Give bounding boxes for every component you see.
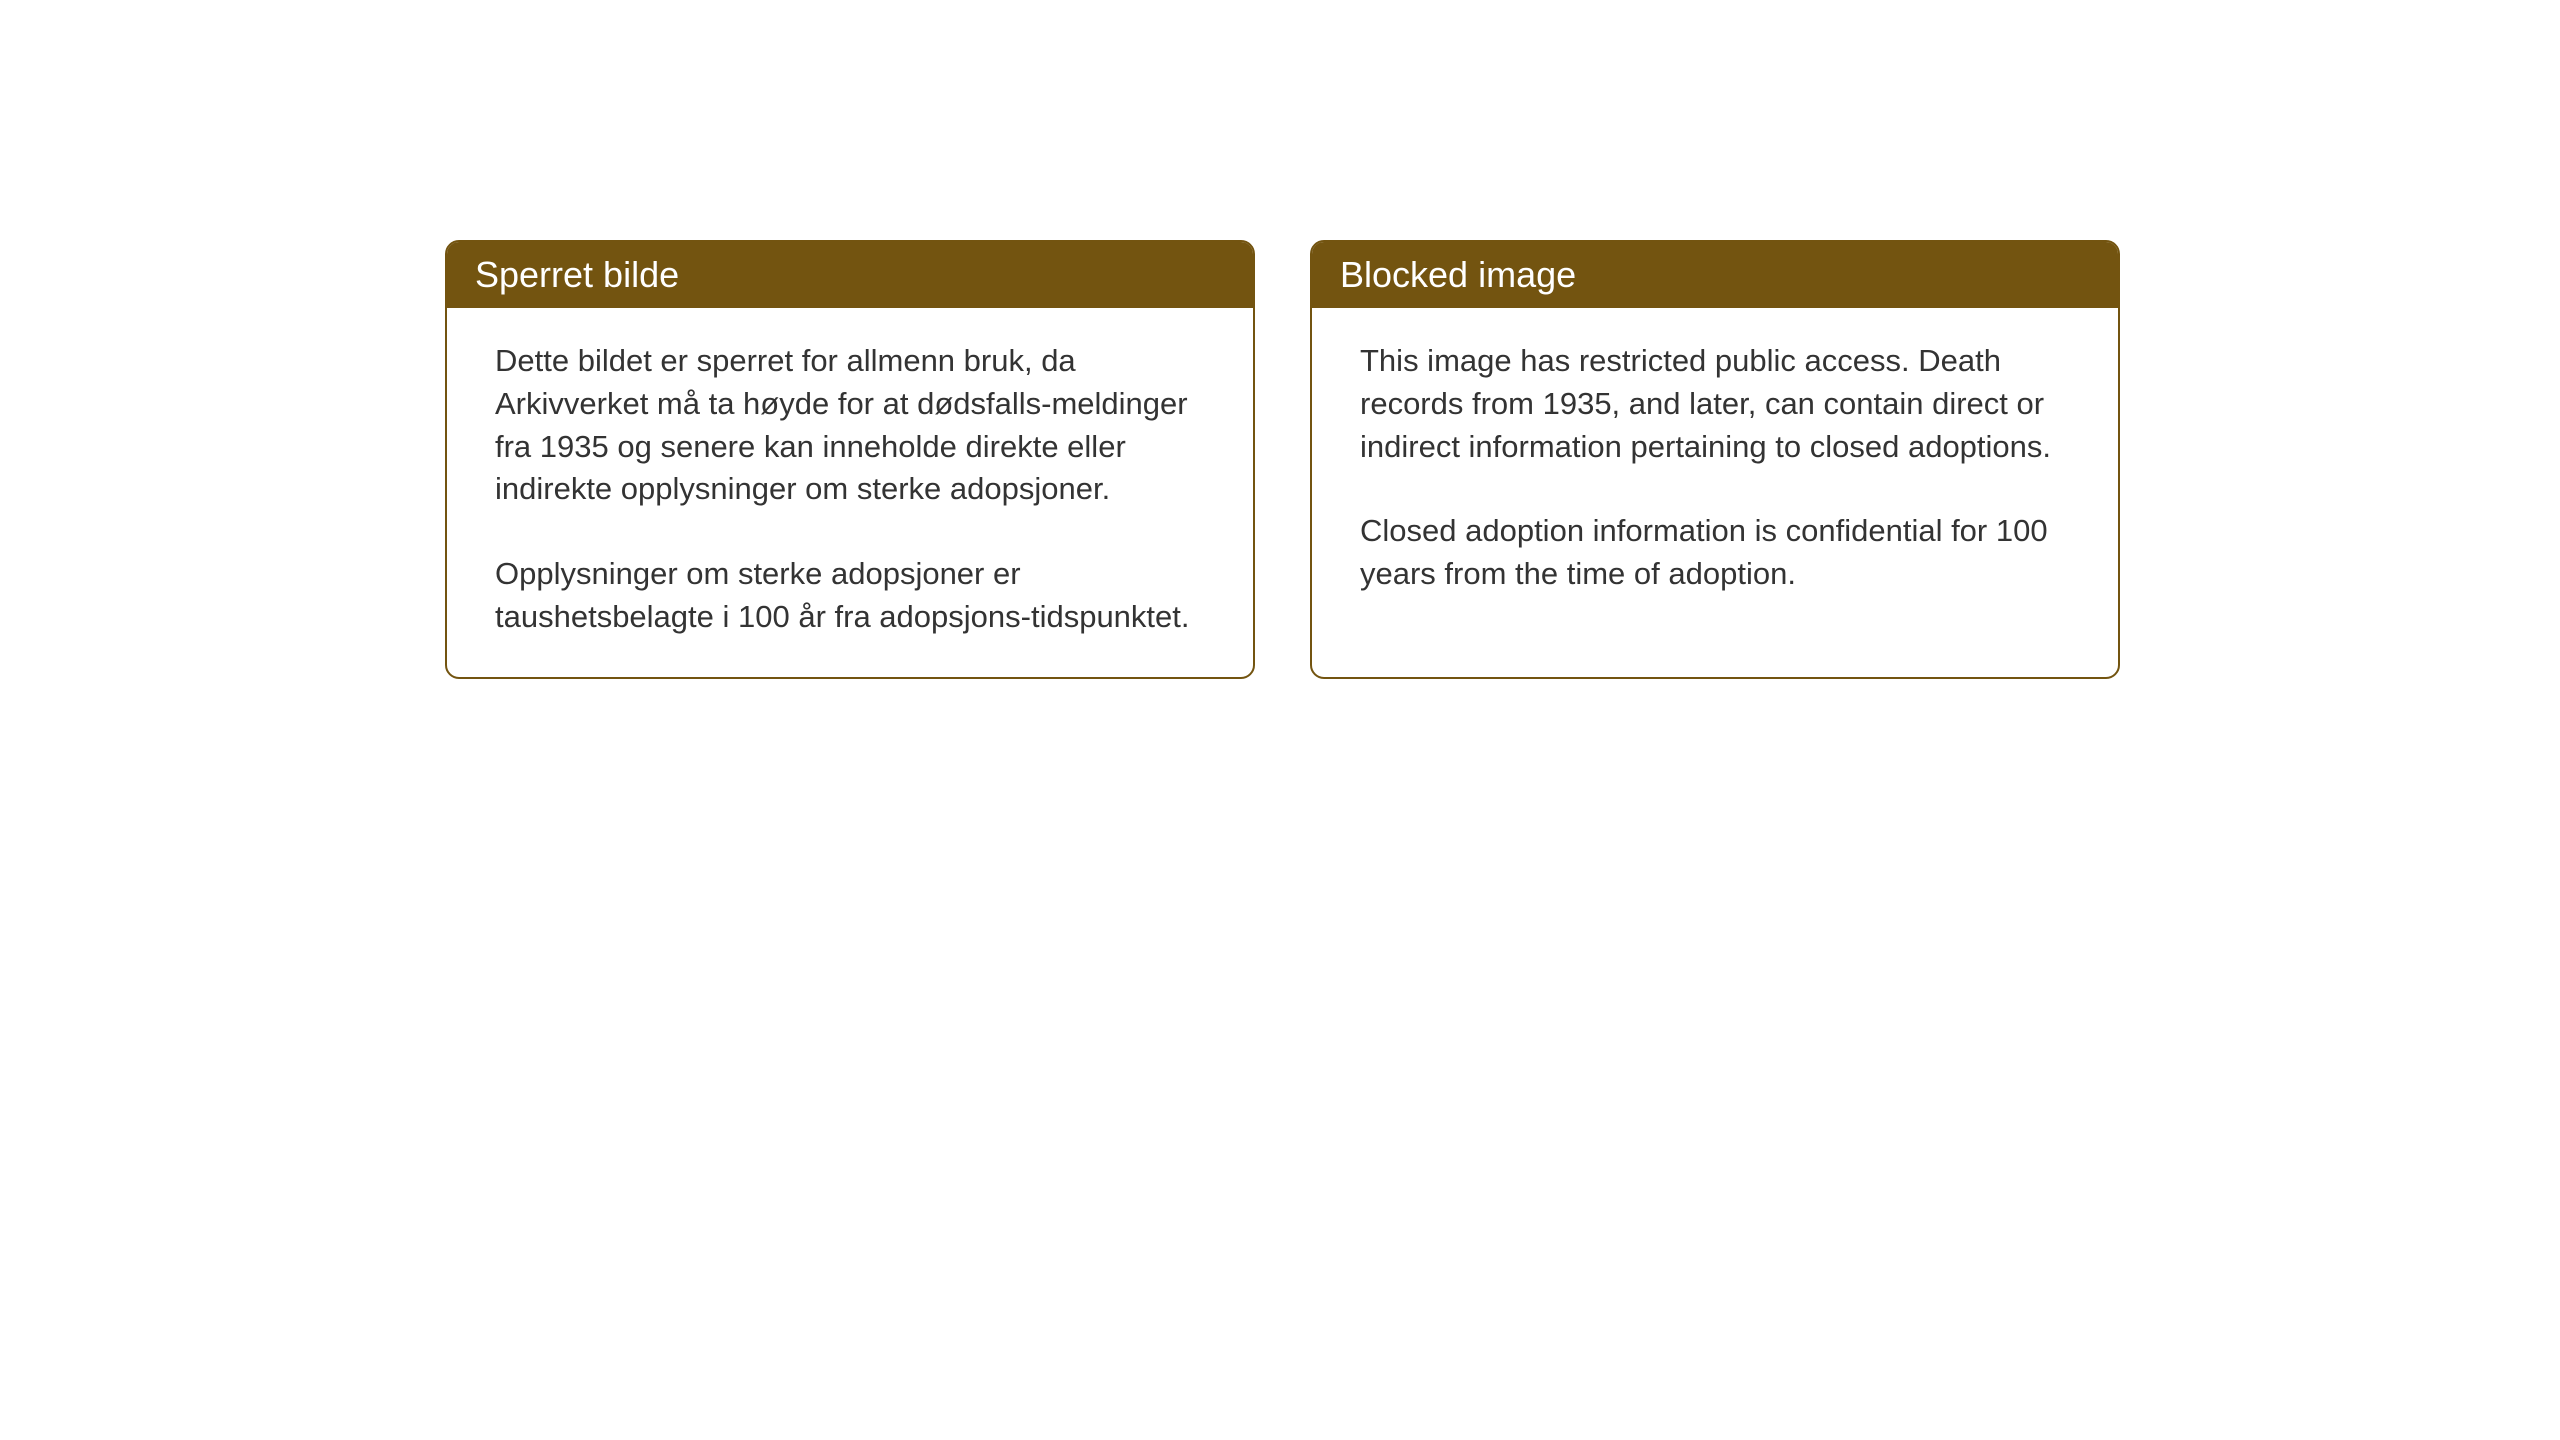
card-paragraph-1-norwegian: Dette bildet er sperret for allmenn bruk…: [495, 340, 1205, 511]
card-paragraph-1-english: This image has restricted public access.…: [1360, 340, 2070, 468]
card-norwegian: Sperret bilde Dette bildet er sperret fo…: [445, 240, 1255, 679]
card-english: Blocked image This image has restricted …: [1310, 240, 2120, 679]
card-header-english: Blocked image: [1312, 242, 2118, 308]
card-paragraph-2-english: Closed adoption information is confident…: [1360, 510, 2070, 596]
cards-container: Sperret bilde Dette bildet er sperret fo…: [445, 240, 2120, 679]
card-title-norwegian: Sperret bilde: [475, 254, 679, 295]
card-title-english: Blocked image: [1340, 254, 1576, 295]
card-body-norwegian: Dette bildet er sperret for allmenn bruk…: [447, 308, 1253, 677]
card-body-english: This image has restricted public access.…: [1312, 308, 2118, 634]
card-header-norwegian: Sperret bilde: [447, 242, 1253, 308]
card-paragraph-2-norwegian: Opplysninger om sterke adopsjoner er tau…: [495, 553, 1205, 639]
